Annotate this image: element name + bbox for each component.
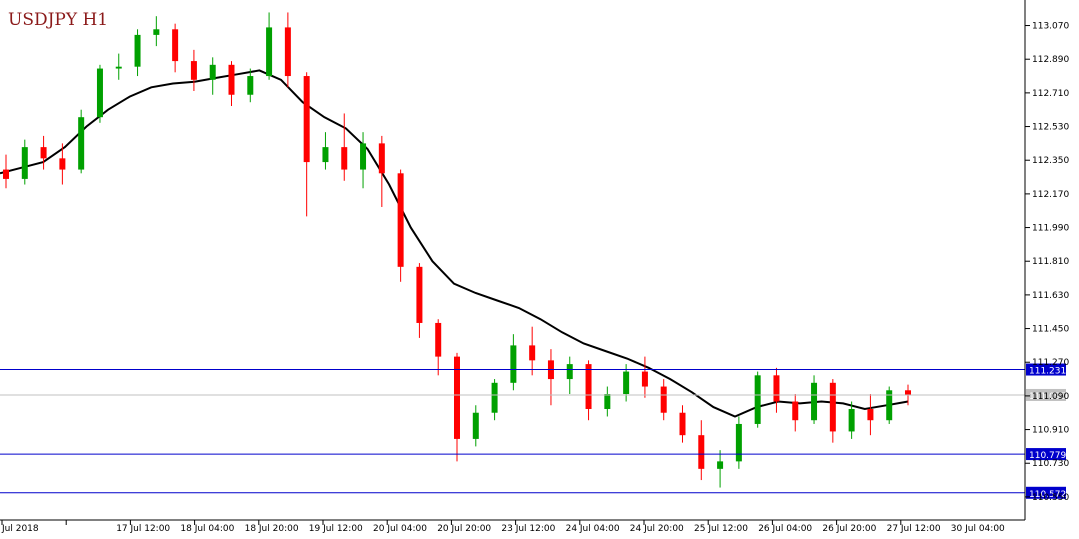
candle-body [266, 27, 273, 77]
level-label-bg [1026, 448, 1066, 461]
y-tick-label: 112.350 [1032, 156, 1069, 166]
horizontal-levels: 111.231 110.779 110.572 [0, 363, 1066, 500]
y-tick-label: 110.730 [1032, 459, 1069, 469]
current-price-line: 111.095 [0, 388, 1066, 402]
candle-body [585, 364, 592, 409]
candle-body [172, 29, 179, 62]
candle-body [209, 64, 216, 80]
candle-body [3, 169, 9, 179]
candle-body [905, 390, 911, 395]
x-tick-label: 17 Jul 12:00 [116, 524, 170, 534]
level-label: 110.572 [1029, 490, 1066, 500]
y-tick-label: 111.090 [1032, 392, 1069, 402]
x-tick-label: 18 Jul 20:00 [245, 524, 299, 534]
x-tick-label: 18 Jul 04:00 [180, 524, 234, 534]
x-tick-label: 30 Jul 04:00 [951, 524, 1005, 534]
candle-body [623, 371, 630, 395]
x-tick-label: 19 Jul 12:00 [309, 524, 363, 534]
candle-body [698, 435, 705, 469]
candle-body [153, 29, 160, 35]
y-tick-label: 110.910 [1032, 426, 1069, 436]
x-tick-label: 26 Jul 04:00 [758, 524, 812, 534]
candle-body [59, 158, 66, 170]
candle-body [735, 423, 742, 462]
candle-body [867, 408, 874, 421]
candle-body [303, 76, 310, 163]
chart-title: USDJPY H1 [8, 10, 108, 30]
y-tick-label: 112.890 [1032, 55, 1069, 65]
candle-body [21, 147, 28, 179]
candle-body [472, 412, 479, 439]
y-tick-label: 110.550 [1032, 493, 1069, 503]
candle-body [886, 390, 893, 421]
y-tick-label: 113.070 [1032, 22, 1069, 32]
candle-body [829, 382, 836, 432]
candle-body [848, 408, 855, 432]
candle-body [679, 412, 686, 436]
y-tick-label: 111.630 [1032, 291, 1069, 301]
candle-body [247, 76, 254, 95]
y-tick-label: 112.170 [1032, 190, 1069, 200]
y-tick-label: 111.810 [1032, 257, 1069, 267]
y-tick-label: 111.270 [1032, 358, 1069, 368]
candle-body [566, 364, 573, 380]
candle-body [228, 64, 235, 95]
x-tick-label: 20 Jul 04:00 [373, 524, 427, 534]
y-tick-label: 112.710 [1032, 89, 1069, 99]
x-tick-label: 24 Jul 04:00 [566, 524, 620, 534]
candle-body [717, 461, 724, 469]
x-tick-label: 26 Jul 20:00 [822, 524, 876, 534]
candle-body [341, 147, 348, 170]
x-axis-ticks: Jul 2018 17 Jul 12:00 18 Jul 04:00 18 Jul 2… [1, 520, 1005, 534]
candle-body [491, 382, 498, 413]
x-tick-label: 27 Jul 12:00 [887, 524, 941, 534]
candle-body [360, 143, 367, 170]
candle-body [134, 34, 141, 67]
x-tick-label: 23 Jul 12:00 [501, 524, 555, 534]
candle-body [435, 322, 442, 357]
candle-body [378, 143, 385, 174]
candle-body [604, 394, 611, 409]
current-price-label: 111.095 [1029, 392, 1066, 402]
candle-body [115, 66, 122, 69]
level-label: 111.231 [1029, 367, 1066, 377]
candle-body [284, 27, 291, 77]
candle-body [811, 382, 818, 421]
candle-body [322, 147, 329, 163]
candle-body [190, 61, 197, 80]
candle-body [96, 68, 103, 118]
candle-body [529, 345, 536, 361]
x-tick-label: 24 Jul 20:00 [630, 524, 684, 534]
y-tick-label: 111.450 [1032, 325, 1069, 335]
candle-body [78, 117, 85, 170]
y-tick-label: 112.530 [1032, 123, 1069, 133]
y-axis-ticks: 113.250113.070112.890112.710112.530112.3… [1025, 22, 1069, 503]
candle-body [397, 173, 404, 267]
candle-body [660, 386, 667, 413]
candle-body [641, 371, 648, 387]
candle-body [40, 147, 47, 159]
candle-body [792, 401, 799, 421]
candle-body [773, 375, 780, 402]
x-tick-label: Jul 2018 [1, 524, 39, 534]
current-price-bg [1026, 388, 1066, 401]
candle-body [416, 266, 423, 323]
candle-body [510, 345, 517, 383]
x-tick-label: 25 Jul 12:00 [694, 524, 748, 534]
x-tick-label: 20 Jul 20:00 [437, 524, 491, 534]
y-tick-label: 111.990 [1032, 224, 1069, 234]
level-label-bg [1026, 363, 1066, 376]
candle-body [454, 356, 460, 439]
level-label: 110.779 [1029, 451, 1066, 461]
candles-layer [3, 12, 911, 488]
level-label-bg [1026, 486, 1066, 499]
candle-body [754, 375, 761, 424]
